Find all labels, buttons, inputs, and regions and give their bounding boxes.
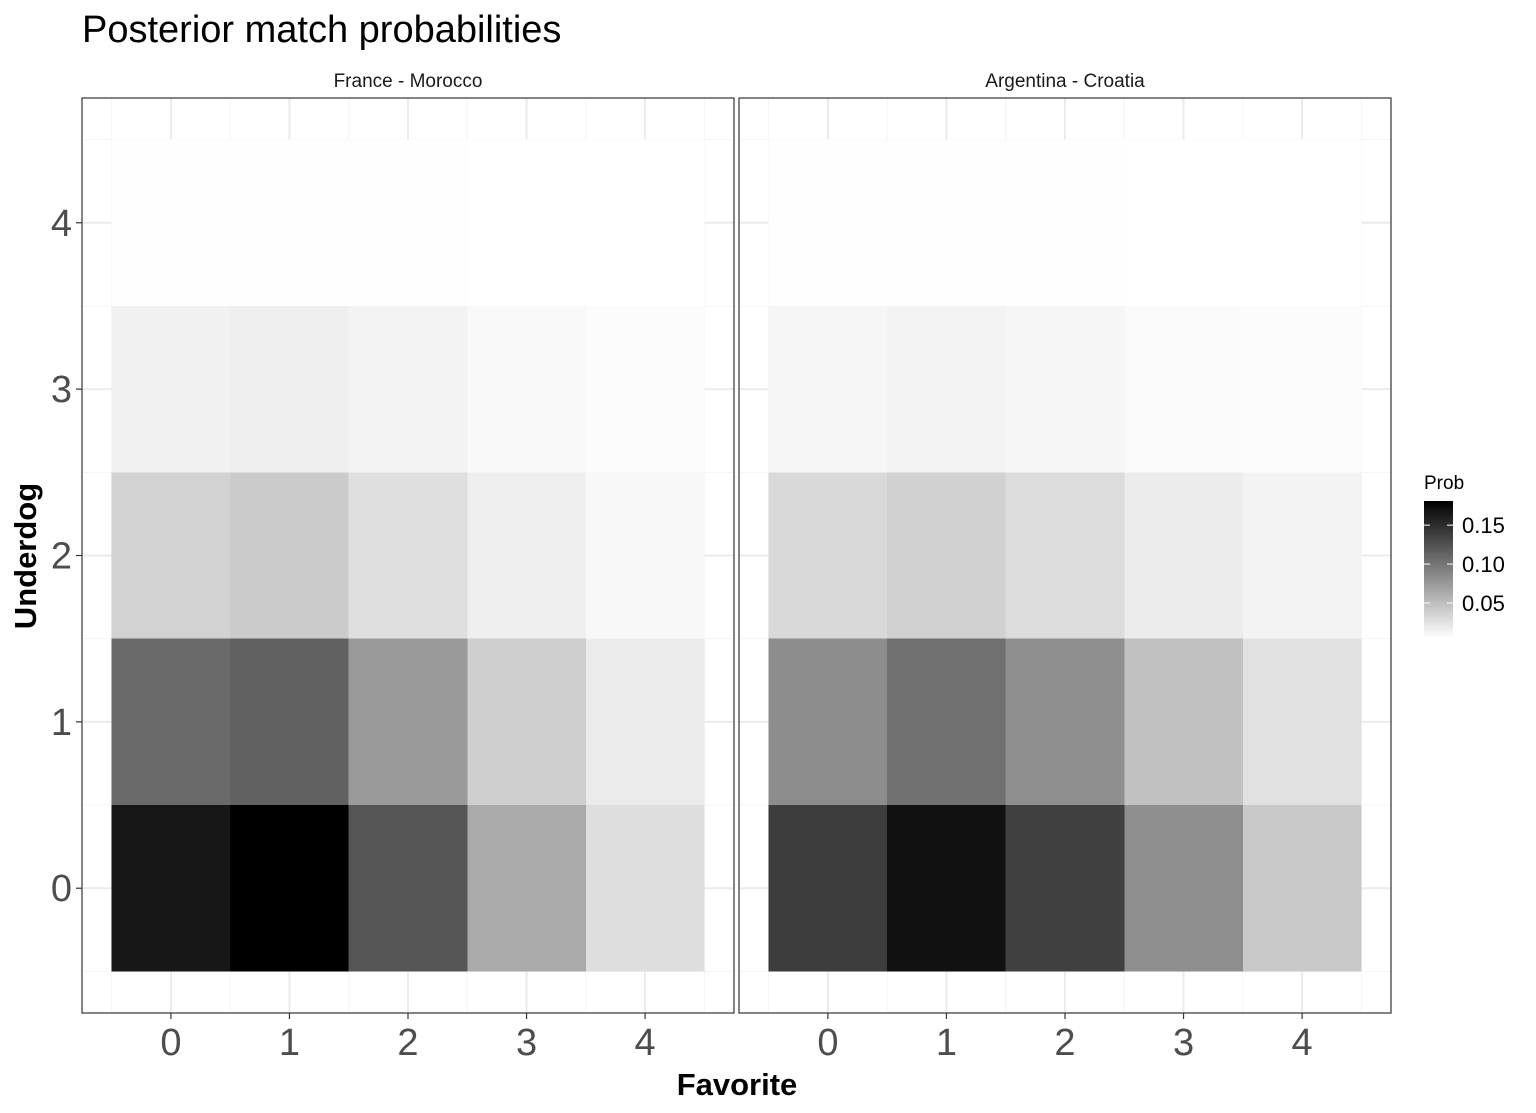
legend-colorbar — [1424, 501, 1453, 638]
heatmap-tile: 0.005 — [1124, 139, 1243, 306]
x-tick-label: 3 — [1173, 1022, 1194, 1064]
y-tick-label: 3 — [51, 369, 72, 411]
x-tick-label: 0 — [160, 1022, 181, 1064]
x-tick-label: 0 — [817, 1022, 838, 1064]
heatmap-tile: 0.015 — [111, 305, 231, 473]
heatmap-tile: 0.006 — [230, 139, 349, 306]
heatmap-tile: 0.082 — [1005, 638, 1125, 806]
heatmap-tile: 0.169 — [887, 805, 1006, 972]
y-tick-label: 4 — [51, 203, 72, 245]
facet-panel: 0.1390.1690.1370.0820.0420.0840.1030.082… — [738, 71, 1392, 1064]
heatmap-tile: 0.019 — [585, 638, 705, 806]
heatmap-tile: 0.075 — [348, 638, 468, 806]
legend-title: Prob — [1424, 473, 1464, 494]
heatmap-tile: 0.036 — [111, 472, 231, 639]
y-axis-title: Underdog — [8, 483, 43, 629]
facet-strip-label: France - Morocco — [334, 71, 483, 92]
x-tick-label: 4 — [1292, 1022, 1313, 1064]
heatmap-tile: 0.007 — [1242, 305, 1362, 473]
x-tick-label: 3 — [516, 1022, 537, 1064]
x-tick-label: 4 — [635, 1022, 656, 1064]
heatmap-tile: 0.084 — [768, 638, 888, 806]
heatmap-tile: 0.122 — [348, 805, 468, 972]
heatmap-tile: 0.038 — [467, 638, 586, 806]
heatmap-tile: 0.181 — [230, 805, 349, 972]
heatmap-tile: 0.108 — [111, 638, 231, 806]
heatmap-tile: 0.006 — [768, 139, 888, 306]
heatmap-tile: 0.064 — [467, 805, 586, 972]
heatmap-tile: 0.029 — [1005, 472, 1125, 639]
x-tick-label: 1 — [279, 1022, 300, 1064]
heatmap-tile: 0.042 — [1242, 805, 1362, 972]
heatmap-tile: 0.009 — [467, 305, 586, 473]
heatmap-tile: 0.011 — [1005, 305, 1125, 473]
heatmap-tile: 0.005 — [585, 139, 705, 306]
legend: Prob 0.05 0.10 0.15 — [1424, 473, 1505, 638]
x-tick-label: 1 — [936, 1022, 957, 1064]
heatmap-tile: 0.016 — [230, 305, 349, 473]
heatmap-tile: 0.028 — [585, 805, 705, 972]
heatmap-tile: 0.048 — [1124, 638, 1243, 806]
facet-panel: 0.1650.1810.1220.0640.028 0.1080.1140.075… — [51, 71, 735, 1064]
heatmap-tile: 0.018 — [1124, 472, 1243, 639]
chart-title: Posterior match probabilities — [82, 9, 561, 51]
heatmap-tile: 0.007 — [585, 305, 705, 473]
heatmap-tile: 0.026 — [1242, 638, 1362, 806]
heatmap-tile: 0.027 — [348, 472, 468, 639]
heatmap-tile: 0.041 — [230, 472, 349, 639]
heatmap-tile: 0.005 — [1242, 139, 1362, 306]
heatmap-tile: 0.008 — [1124, 305, 1243, 473]
heatmap-tile: 0.137 — [1005, 805, 1125, 972]
y-tick-label: 0 — [51, 868, 72, 910]
x-axis-title: Favorite — [677, 1067, 798, 1102]
legend-tick-label: 0.10 — [1462, 552, 1505, 577]
heatmap-tile: 0.013 — [348, 305, 468, 473]
heatmap-tile: 0.139 — [768, 805, 888, 972]
y-tick-label: 1 — [51, 702, 72, 744]
heatmap-tile: 0.037 — [887, 472, 1006, 639]
y-tick-label: 2 — [51, 536, 72, 578]
heatmap-tile: 0.005 — [467, 139, 586, 306]
x-tick-label: 2 — [1054, 1022, 1075, 1064]
heatmap-tile: 0.016 — [467, 472, 586, 639]
heatmap-tile: 0.103 — [887, 638, 1006, 806]
legend-tick-label: 0.05 — [1462, 591, 1505, 616]
heatmap-tile: 0.006 — [1005, 139, 1125, 306]
heatmap-tile: 0.011 — [768, 305, 888, 473]
heatmap-tile: 0.013 — [887, 305, 1006, 473]
x-tick-label: 2 — [397, 1022, 418, 1064]
heatmap-tile: 0.006 — [111, 139, 231, 306]
heatmap-tile: 0.01 — [585, 472, 705, 639]
heatmap-tile: 0.013 — [1242, 472, 1362, 639]
heatmap-tile: 0.031 — [768, 472, 888, 639]
heatmap-tile: 0.006 — [348, 139, 468, 306]
heatmap-tile: 0.114 — [230, 638, 349, 806]
heatmap-tile: 0.006 — [887, 139, 1006, 306]
heatmap-tile: 0.082 — [1124, 805, 1243, 972]
facet-strip-label: Argentina - Croatia — [985, 71, 1145, 92]
heatmap-tile: 0.165 — [111, 805, 231, 972]
legend-tick-label: 0.15 — [1462, 513, 1505, 538]
